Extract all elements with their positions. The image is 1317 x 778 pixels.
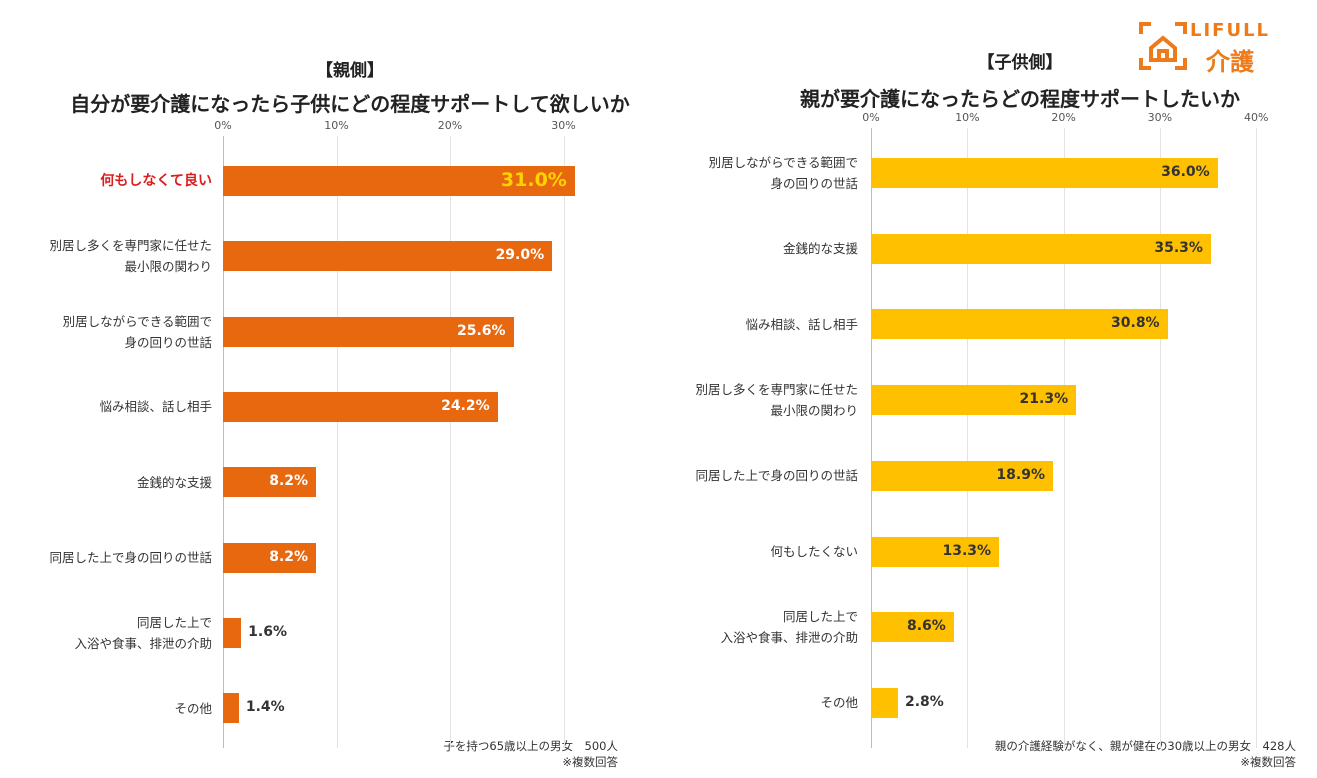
right-value-label: 30.8% bbox=[1111, 315, 1160, 332]
right-category-label: 同居した上で身の回りの世話 bbox=[695, 468, 858, 484]
right-value-label: 36.0% bbox=[1161, 164, 1210, 180]
left-bar bbox=[223, 391, 498, 422]
right-value-label: 13.3% bbox=[942, 542, 992, 559]
right-category-label: 別居しながらできる範囲で 身の回りの世話 bbox=[708, 155, 858, 191]
left-value-label: 8.2% bbox=[269, 473, 309, 490]
left-value-label: 25.6% bbox=[456, 322, 506, 339]
right-note-text: 親の介護経験がなく、親が健在の30歳以上の男女 428人 ※複数回答 bbox=[994, 739, 1296, 769]
right-chart-title: 【子供側】 bbox=[977, 53, 1063, 73]
right-bar bbox=[871, 385, 1077, 416]
right-tick-label: 40% bbox=[1243, 111, 1269, 124]
left-bar bbox=[223, 316, 514, 347]
left-bar bbox=[223, 467, 317, 498]
left-category-label: 別居し多くを専門家に任せた 最小限の関わり bbox=[49, 238, 212, 275]
right-tick-label: 0% bbox=[862, 111, 880, 124]
right-category-label: 別居し多くを専門家に任せた 最小限の関わり bbox=[695, 382, 858, 419]
right-category-label: 悩み相談、話し相手 bbox=[745, 316, 858, 332]
right-gridline bbox=[1256, 128, 1258, 748]
left-category-label: 金銭的な支援 bbox=[136, 474, 212, 490]
left-value-label: 8.2% bbox=[269, 548, 309, 565]
left-chart-title: 【親側】 bbox=[316, 61, 384, 81]
right-bar bbox=[871, 158, 1218, 188]
right-chart-note: 親の介護経験がなく、親が健在の30歳以上の男女 428人 ※複数回答 bbox=[880, 738, 1296, 770]
right-bar bbox=[871, 233, 1211, 264]
left-tick-label: 30% bbox=[551, 119, 576, 132]
left-gridline bbox=[563, 136, 565, 748]
house-logo-icon bbox=[1139, 22, 1187, 70]
left-category-label: 悩み相談、話し相手 bbox=[99, 399, 212, 415]
left-value-label: 29.0% bbox=[495, 247, 545, 264]
right-chart-subtitle: 親が要介護になったらどの程度サポートしたいか bbox=[800, 87, 1240, 111]
right-tick-label: 30% bbox=[1147, 111, 1173, 124]
right-bar bbox=[871, 612, 954, 643]
left-bar bbox=[223, 166, 575, 196]
right-value-label: 2.8% bbox=[904, 693, 944, 710]
right-category-label: 何もしたくない bbox=[770, 544, 858, 559]
left-category-label: 何もしなくて良い bbox=[100, 172, 212, 189]
right-value-label: 18.9% bbox=[996, 466, 1045, 483]
left-category-label: その他 bbox=[174, 700, 212, 716]
right-bar bbox=[871, 687, 898, 718]
right-gridline bbox=[1063, 128, 1065, 748]
left-category-label: 同居した上で身の回りの世話 bbox=[49, 550, 212, 565]
right-value-label: 35.3% bbox=[1154, 239, 1203, 256]
logo-sub-text: 介護 bbox=[1206, 48, 1254, 76]
logo-brand-text: LIFULL bbox=[1190, 20, 1271, 41]
left-value-label: 1.4% bbox=[245, 699, 285, 716]
right-bar bbox=[871, 460, 1053, 491]
right-tick-label: 10% bbox=[955, 111, 980, 124]
right-gridline bbox=[967, 128, 969, 748]
left-value-label: 1.6% bbox=[248, 623, 287, 640]
left-chart-note: 子を持つ65歳以上の男女 500人 ※複数回答 bbox=[330, 738, 618, 770]
right-category-label: 金銭的な支援 bbox=[782, 241, 858, 257]
left-chart-subtitle: 自分が要介護になったら子供にどの程度サポートして欲しいか bbox=[70, 92, 630, 116]
left-value-label: 24.2% bbox=[441, 397, 490, 414]
right-bar bbox=[871, 309, 1168, 340]
left-gridline bbox=[336, 136, 338, 748]
right-tick-label: 20% bbox=[1051, 111, 1076, 124]
left-category-label: 別居しながらできる範囲で 身の回りの世話 bbox=[62, 313, 212, 350]
right-value-label: 21.3% bbox=[1019, 391, 1069, 408]
left-note-text: 子を持つ65歳以上の男女 500人 ※複数回答 bbox=[443, 739, 618, 769]
right-gridline bbox=[1159, 128, 1161, 748]
left-bar bbox=[223, 693, 239, 724]
left-category-label: 同居した上で 入浴や食事、排泄の介助 bbox=[74, 614, 212, 651]
right-category-label: その他 bbox=[820, 695, 858, 711]
right-gridline bbox=[871, 128, 872, 748]
right-category-label: 同居した上で 入浴や食事、排泄の介助 bbox=[720, 609, 858, 646]
left-gridline bbox=[450, 136, 451, 748]
right-value-label: 8.6% bbox=[906, 618, 946, 635]
left-gridline bbox=[223, 136, 224, 748]
left-tick-label: 10% bbox=[324, 119, 349, 132]
left-bar bbox=[223, 617, 242, 648]
left-value-label: 31.0% bbox=[500, 169, 567, 191]
right-bar bbox=[871, 536, 1000, 567]
left-bar bbox=[223, 542, 317, 573]
left-tick-label: 20% bbox=[437, 119, 463, 132]
left-bar bbox=[223, 241, 553, 272]
lifull-kaigo-logo: LIFULL 介護 bbox=[1138, 20, 1303, 76]
left-tick-label: 0% bbox=[214, 119, 232, 132]
